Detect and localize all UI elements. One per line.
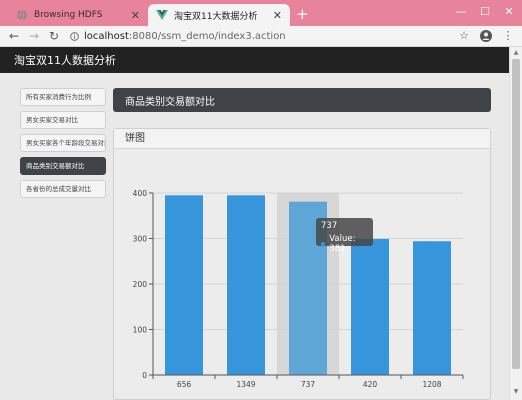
sidebar-item-category-amount[interactable]: 商品类别交易额对比 (20, 157, 106, 175)
section-title: 商品类别交易额对比 (113, 88, 491, 112)
close-window-icon[interactable]: ✕ (504, 5, 514, 18)
page-title: 淘宝双11人数据分析 (14, 54, 116, 67)
scroll-up-icon[interactable]: ▲ (513, 49, 519, 56)
panel-heading: 饼图 (114, 129, 490, 149)
star-icon[interactable]: ☆ (459, 29, 469, 42)
browser-tab-bar: Browsing HDFS ✕ 淘宝双11大数据分析 ✕ + — ☐ ✕ (0, 0, 522, 26)
url-host: localhost (84, 30, 129, 42)
y-tick-label: 400 (133, 189, 148, 198)
x-tick-label: 420 (363, 380, 378, 389)
bar (165, 195, 203, 375)
bar (227, 195, 265, 375)
x-tick-label: 1208 (422, 380, 441, 389)
tab-taobao-analysis[interactable]: 淘宝双11大数据分析 ✕ (148, 4, 290, 26)
scroll-thumb[interactable] (512, 59, 520, 369)
tab-title: Browsing HDFS (34, 10, 103, 20)
bar (413, 241, 451, 375)
account-icon[interactable] (478, 28, 494, 44)
new-tab-icon[interactable]: + (296, 5, 309, 23)
menu-icon[interactable]: ⋮ (502, 29, 514, 42)
back-icon[interactable]: ← (8, 29, 20, 43)
reload-icon[interactable]: ↻ (48, 29, 60, 43)
url-field[interactable]: localhost :8080/ssm_demo/index3.action (70, 29, 286, 43)
address-bar: ← → ↻ localhost :8080/ssm_demo/index3.ac… (0, 26, 522, 47)
forward-icon[interactable]: → (28, 29, 40, 43)
chart-tooltip: 737 Value: 381 (316, 218, 373, 254)
section-title-text: 商品类别交易额对比 (125, 96, 215, 108)
url-path: :8080/ssm_demo/index3.action (128, 30, 286, 42)
scrollbar[interactable]: ▲ ▼ (509, 47, 522, 400)
tab-browsing-hdfs[interactable]: Browsing HDFS ✕ (8, 4, 148, 26)
globe-icon (17, 9, 27, 21)
bar (351, 238, 389, 375)
maximize-icon[interactable]: ☐ (480, 5, 490, 18)
minimize-icon[interactable]: — (455, 5, 467, 18)
x-tick-label: 1349 (236, 380, 255, 389)
x-tick-label: 737 (301, 380, 316, 389)
tooltip-value: Value: 381 (329, 234, 356, 254)
y-tick-label: 0 (142, 371, 147, 380)
tooltip-title: 737 (321, 221, 338, 231)
tooltip-series-dot (321, 241, 326, 247)
y-tick-label: 300 (133, 235, 148, 244)
sidebar-item-gender-trade[interactable]: 男女买家交易对比 (20, 111, 106, 129)
vue-logo-icon (156, 10, 168, 20)
tab-title: 淘宝双11大数据分析 (174, 11, 258, 22)
y-tick-label: 100 (133, 326, 148, 335)
x-tick-label: 656 (177, 380, 192, 389)
scroll-down-icon[interactable]: ▼ (513, 388, 519, 395)
y-tick-label: 200 (133, 280, 148, 289)
sidebar-item-province-volume[interactable]: 各省份的总成交量对比 (20, 180, 106, 198)
sidebar: 所有买家消费行为比例 男女买家交易对比 男女买家各个年龄段交易对比 商品类别交易… (20, 88, 106, 203)
sidebar-item-gender-age-trade[interactable]: 男女买家各个年龄段交易对比 (20, 134, 106, 152)
tab-close-icon[interactable]: ✕ (130, 8, 140, 22)
info-icon (70, 31, 79, 41)
sidebar-item-buyer-behavior[interactable]: 所有买家消费行为比例 (20, 88, 106, 106)
tab-close-icon[interactable]: ✕ (272, 8, 282, 22)
page-header: 淘宝双11人数据分析 (0, 47, 509, 73)
